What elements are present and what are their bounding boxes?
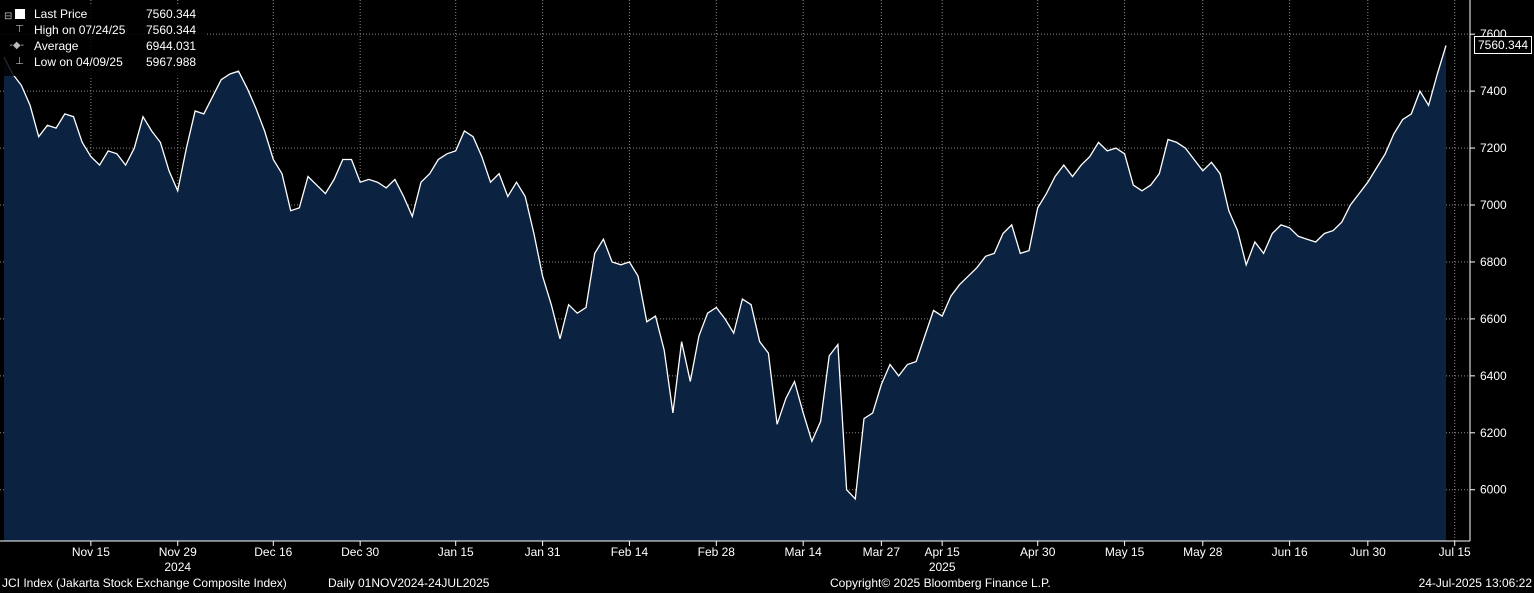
legend-value: 5967.988: [146, 55, 197, 69]
y-tick-label: 7400: [1480, 84, 1507, 98]
year-label: 2025: [929, 560, 956, 574]
footer-index-name: JCI Index (Jakarta Stock Exchange Compos…: [2, 576, 287, 590]
x-tick-label: Mar 27: [863, 545, 901, 559]
footer-date-range: Daily 01NOV2024-24JUL2025: [328, 576, 490, 590]
price-area: [4, 45, 1446, 541]
y-tick-label: 7000: [1480, 198, 1507, 212]
legend-value: 7560.344: [146, 23, 197, 37]
legend-label: Last Price: [34, 7, 88, 21]
legend-label: High on 07/24/25: [34, 23, 126, 37]
x-tick-label: Jan 31: [525, 545, 561, 559]
x-tick-label: Dec 30: [341, 545, 379, 559]
legend-low[interactable]: ⊥ Low on 04/09/25 5967.988: [0, 54, 206, 70]
x-tick-label: Feb 28: [698, 545, 736, 559]
y-tick-label: 7200: [1480, 141, 1507, 155]
x-tick-label: Nov 15: [72, 545, 110, 559]
high-marker-icon: ⊤: [4, 24, 24, 35]
legend-last-price[interactable]: ⊟ Last Price 7560.344: [0, 6, 206, 22]
legend-average[interactable]: -◆- Average 6944.031: [0, 38, 206, 54]
x-tick-label: Feb 14: [611, 545, 649, 559]
x-tick-label: Nov 29: [159, 545, 197, 559]
last-price-tag: 7560.344: [1474, 36, 1533, 55]
x-tick-label: Jul 15: [1439, 545, 1471, 559]
year-label: 2024: [164, 560, 191, 574]
footer-timestamp: 24-Jul-2025 13:06:22: [1418, 576, 1532, 590]
x-axis-labels: Nov 15 Nov 29 Dec 16 Dec 30 Jan 15 Jan 31 Feb …: [72, 541, 1471, 574]
price-line: [3, 45, 1447, 501]
y-tick-label: 6800: [1480, 255, 1507, 269]
legend-value: 7560.344: [146, 7, 197, 21]
x-tick-label: May 15: [1105, 545, 1145, 559]
average-marker-icon: -◆-: [4, 40, 24, 51]
footer-copyright: Copyright© 2025 Bloomberg Finance L.P.: [830, 576, 1051, 590]
legend-toggle-icon[interactable]: ⊟: [4, 6, 32, 22]
x-tick-label: May 28: [1183, 545, 1223, 559]
legend-value: 6944.031: [146, 39, 197, 53]
x-tick-label: Jun 30: [1350, 545, 1386, 559]
y-tick-label: 6000: [1480, 483, 1507, 497]
last-price-swatch-icon: [15, 9, 26, 19]
x-tick-label: Apr 15: [924, 545, 960, 559]
legend-label: Average: [34, 39, 79, 53]
y-tick-label: 6400: [1480, 369, 1507, 383]
y-tick-label: 6600: [1480, 312, 1507, 326]
x-tick-label: Apr 30: [1020, 545, 1056, 559]
x-tick-label: Jan 15: [438, 545, 474, 559]
legend: ⊟ Last Price 7560.344 ⊤ High on 07/24/25…: [0, 6, 206, 76]
x-tick-label: Mar 14: [785, 545, 823, 559]
x-tick-label: Jun 16: [1272, 545, 1308, 559]
low-marker-icon: ⊥: [4, 56, 24, 67]
legend-high[interactable]: ⊤ High on 07/24/25 7560.344: [0, 22, 206, 38]
legend-label: Low on 04/09/25: [34, 55, 123, 69]
y-tick-label: 6200: [1480, 426, 1507, 440]
x-tick-label: Dec 16: [254, 545, 292, 559]
